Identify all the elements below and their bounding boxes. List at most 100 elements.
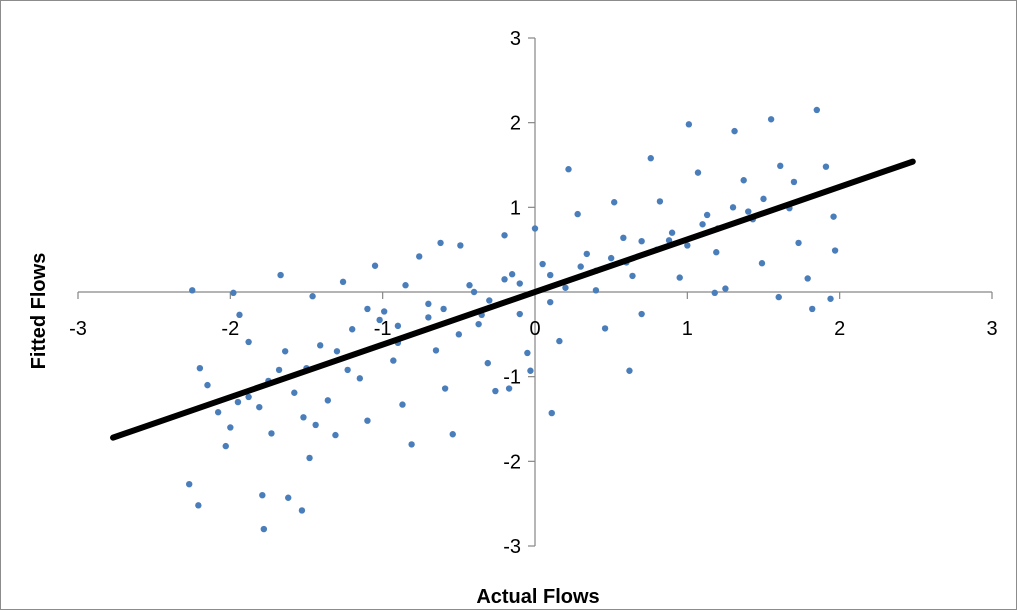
x-tick-label: -2 — [221, 318, 239, 340]
y-tick-label: -2 — [503, 451, 521, 473]
scatter-point — [822, 163, 830, 170]
scatter-point — [394, 322, 402, 330]
scatter-point — [189, 287, 196, 294]
scatter-point — [440, 305, 447, 313]
scatter-point — [399, 401, 406, 408]
scatter-point — [574, 210, 581, 218]
scatter-point — [547, 271, 554, 279]
scatter-point — [516, 280, 523, 287]
scatter-point — [703, 211, 711, 219]
scatter-point — [548, 409, 555, 417]
scatter-point — [484, 359, 491, 367]
y-tick-label: 2 — [510, 113, 521, 135]
scatter-point — [437, 239, 444, 247]
scatter-point — [298, 507, 306, 514]
scatter-point — [694, 169, 702, 176]
scatter-point — [740, 177, 747, 184]
scatter-point — [711, 289, 718, 297]
x-tick-label: 0 — [529, 318, 540, 340]
scatter-point — [547, 298, 554, 306]
scatter-point — [364, 417, 371, 424]
scatter-point — [699, 221, 706, 228]
scatter-point — [592, 287, 600, 294]
scatter-point — [332, 431, 339, 439]
scatter-point — [281, 348, 289, 355]
scatter-point — [620, 234, 627, 242]
scatter-point — [425, 300, 432, 308]
scatter-point — [470, 288, 478, 296]
scatter-point — [425, 314, 432, 321]
scatter-point — [656, 198, 664, 205]
scatter-point — [804, 275, 811, 282]
scatter-point — [390, 357, 397, 364]
scatter-point — [285, 494, 292, 501]
scatter-point — [813, 106, 821, 114]
scatter-point — [556, 337, 563, 345]
scatter-point — [629, 272, 636, 280]
scatter-point — [516, 310, 523, 318]
scatter-point — [306, 454, 313, 462]
scatter-point — [527, 367, 534, 374]
scatter-point — [312, 421, 319, 429]
scatter-point — [539, 260, 546, 268]
scatter-point — [583, 250, 590, 258]
scatter-point — [809, 305, 816, 313]
scatter-point — [626, 367, 633, 374]
scatter-point — [260, 525, 268, 533]
scatter-point — [758, 260, 766, 267]
scatter-point — [227, 424, 234, 431]
scatter-point — [195, 502, 202, 509]
scatter-point — [668, 229, 676, 236]
scatter-point — [371, 262, 379, 269]
scatter-point — [277, 271, 284, 279]
scatter-point — [611, 199, 618, 206]
scatter-point — [713, 249, 720, 256]
scatter-point — [344, 366, 351, 374]
scatter-point — [230, 289, 237, 297]
scatter-point — [324, 397, 332, 404]
scatter-point — [349, 326, 356, 333]
scatter-point — [562, 284, 569, 291]
scatter-point — [729, 204, 737, 211]
x-axis-title: Actual Flows — [476, 586, 599, 608]
scatter-point — [492, 387, 499, 395]
scatter-point — [565, 166, 572, 173]
y-tick-label: -1 — [503, 367, 521, 389]
scatter-point — [767, 116, 775, 123]
scatter-point — [577, 263, 584, 270]
scatter-point — [827, 295, 834, 302]
scatter-point — [449, 431, 456, 438]
scatter-point — [356, 375, 364, 382]
scatter-point — [256, 403, 263, 411]
scatter-point — [408, 441, 415, 448]
scatter-point — [402, 282, 409, 289]
scatter-point — [638, 310, 645, 318]
scatter-point — [722, 285, 729, 292]
scatter-point — [745, 208, 752, 215]
scatter-point — [607, 254, 615, 262]
scatter-point — [777, 162, 784, 170]
x-tick-label: 2 — [834, 318, 845, 340]
trendline-group — [110, 158, 916, 441]
scatter-point — [196, 365, 204, 372]
scatter-point — [376, 316, 383, 324]
x-tick-label: 1 — [682, 318, 693, 340]
scatter-point — [665, 237, 673, 244]
tick-labels: -3 -2 -1 0 1 2 3 -3 -2 -1 1 2 3 — [69, 28, 997, 558]
scatter-point — [790, 178, 798, 186]
scatter-point — [339, 278, 347, 286]
y-tick-label: -3 — [503, 536, 521, 558]
scatter-point — [505, 385, 513, 392]
y-tick-label: 3 — [510, 28, 521, 50]
scatter-point — [380, 308, 388, 315]
scatter-point — [795, 239, 802, 247]
scatter-point — [475, 320, 482, 328]
scatter-point — [466, 282, 473, 289]
scatter-point — [457, 242, 464, 249]
scatter-point — [364, 305, 371, 313]
scatter-point — [531, 225, 539, 232]
trendline — [110, 158, 916, 441]
scatter-point — [222, 442, 229, 450]
scatter-point — [684, 242, 691, 249]
